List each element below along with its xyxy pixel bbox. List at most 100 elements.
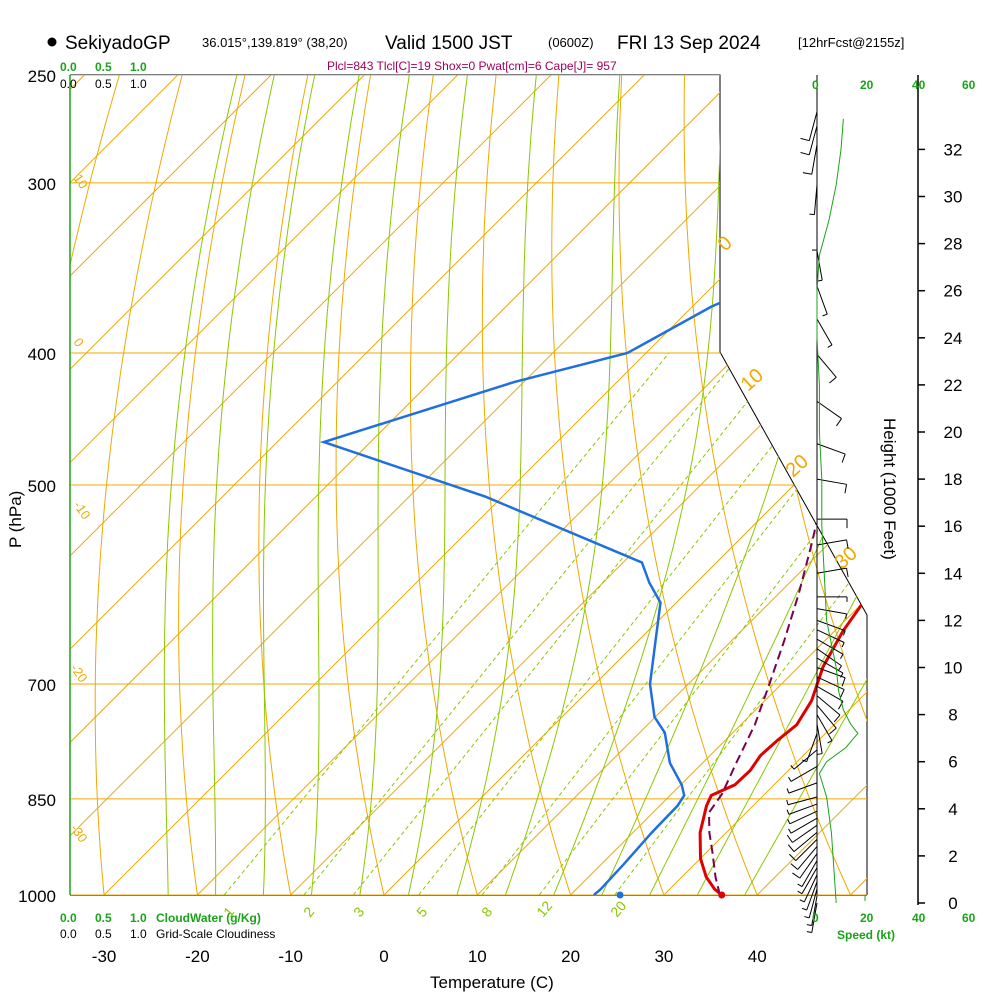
- height-tick-label: 18: [944, 470, 963, 489]
- wind-barb: [801, 733, 818, 763]
- y-tick-label: 1000: [18, 887, 56, 906]
- dry-adiabat-line: [683, 75, 865, 895]
- wind-barb: [799, 874, 818, 903]
- wind-barb: [787, 831, 818, 853]
- forecast-info: [12hrFcst@2155z]: [798, 35, 904, 50]
- height-tick-label: 2: [948, 847, 957, 866]
- isotherm-line: [663, 75, 867, 895]
- temperature-surface-marker: [718, 891, 726, 899]
- height-tick-label: 8: [948, 706, 957, 725]
- wind-barb: [816, 667, 846, 687]
- wind-speed-profile: [816, 118, 859, 904]
- parcel-params: Plcl=843 Tlcl[C]=19 Shox=0 Pwat[cm]=6 Ca…: [327, 59, 617, 73]
- speed-top-tick-1: 20: [860, 78, 874, 92]
- height-tick-label: 30: [944, 188, 963, 207]
- wind-barb: [797, 867, 818, 895]
- wind-barb: [816, 648, 842, 671]
- dry-adiabat-label: -30: [68, 821, 91, 845]
- isotherm-line: [476, 75, 867, 895]
- wind-barb: [786, 824, 818, 843]
- wind-barb: [789, 839, 818, 861]
- height-tick-label: 28: [944, 235, 963, 254]
- isotherm-line: [70, 75, 832, 895]
- dry-adiabat-line: [551, 75, 676, 895]
- dry-adiabat-line: [258, 75, 339, 895]
- surface-markers: [616, 891, 726, 899]
- wind-barb: [816, 539, 849, 549]
- mixing-ratio-line: [418, 352, 846, 895]
- y-tick-label: 500: [28, 477, 56, 496]
- dry-adiabat-label: -20: [68, 661, 91, 685]
- dry-adiabat-label: -10: [71, 498, 94, 522]
- x-tick-label: -20: [185, 947, 210, 966]
- dry-adiabat-line: [335, 75, 398, 895]
- height-tick-label: 20: [944, 423, 963, 442]
- dry-adiabat-line: [0, 0, 43, 924]
- cloudiness-label: Grid-Scale Cloudiness: [156, 927, 275, 941]
- speed-top-tick-2: 40: [912, 78, 926, 92]
- x-tick-label: -30: [92, 947, 117, 966]
- dry-adiabat-label: 10: [71, 171, 92, 191]
- moist-adiabat-line: [681, 75, 867, 895]
- isotherm-label: 20: [782, 450, 813, 481]
- speed-bottom-tick-0: 0: [812, 911, 819, 925]
- dry-adiabat-line: [746, 75, 867, 895]
- y-tick-label: 250: [28, 67, 56, 86]
- x-tick-label: 40: [748, 947, 767, 966]
- wind-barb: [816, 318, 833, 348]
- dry-adiabat-line: [807, 75, 867, 895]
- height-tick-label: 10: [944, 659, 963, 678]
- cloud-bottom-tick-0: 0.0: [60, 911, 77, 925]
- cloudiness-bottom-tick-2: 1.0: [130, 927, 147, 941]
- station-bullet-icon: [47, 37, 57, 47]
- isotherm-line: [70, 75, 458, 895]
- isotherm-line: [70, 75, 645, 895]
- height-tick-label: 0: [948, 894, 957, 913]
- mixing-ratio-label: 2: [300, 904, 317, 920]
- dry-adiabat-line: [481, 75, 581, 895]
- x-tick-label: -10: [278, 947, 303, 966]
- height-tick-label: 26: [944, 282, 963, 301]
- wind-barb: [800, 111, 818, 142]
- cloud-bottom-tick-1: 0.5: [95, 911, 112, 925]
- wind-barb: [786, 796, 818, 806]
- wind-barb: [806, 902, 818, 934]
- x-axis-title: Temperature (C): [430, 973, 554, 992]
- mixing-ratio-line: [223, 352, 670, 895]
- height-tick-label: 16: [944, 517, 963, 536]
- dry-adiabat-line: [410, 75, 486, 895]
- wind-barb: [801, 881, 818, 911]
- y-tick-label: 300: [28, 175, 56, 194]
- wind-barb: [816, 608, 848, 619]
- x-tick-label: 0: [379, 947, 388, 966]
- wind-barb: [816, 657, 844, 678]
- wind-barb: [816, 685, 844, 710]
- isotherm-line: [290, 75, 867, 895]
- height-tick-label: 14: [944, 564, 963, 583]
- wind-barb: [816, 353, 837, 384]
- mixing-ratio-label: 20: [607, 898, 629, 920]
- speed-top-tick-3: 60: [962, 78, 976, 92]
- y-tick-label: 700: [28, 676, 56, 695]
- moist-adiabat-line: [634, 75, 867, 895]
- wind-barb: [804, 888, 818, 919]
- speed-bottom-tick-1: 20: [860, 911, 874, 925]
- wind-barb: [816, 638, 844, 659]
- height-tick-label: 32: [944, 140, 963, 159]
- wind-barb: [792, 853, 818, 879]
- x-tick-label: 10: [468, 947, 487, 966]
- moist-adiabat-line: [447, 75, 537, 895]
- dewpoint-surface-marker: [616, 891, 624, 899]
- isotherm-line: [70, 75, 272, 895]
- moist-adiabat-line: [587, 75, 848, 895]
- mixing-ratio-line: [352, 352, 787, 895]
- cloud-top-tick-0: 0.0: [60, 60, 77, 74]
- y-tick-label: 400: [28, 345, 56, 364]
- wind-barb: [816, 629, 845, 648]
- moist-adiabat-line: [541, 75, 723, 895]
- moist-adiabat-line: [163, 75, 238, 895]
- dry-adiabat-line: [70, 75, 162, 895]
- wind-barb: [788, 817, 818, 834]
- height-tick-label: 24: [944, 329, 963, 348]
- speed-axis-label: Speed (kt): [837, 928, 895, 942]
